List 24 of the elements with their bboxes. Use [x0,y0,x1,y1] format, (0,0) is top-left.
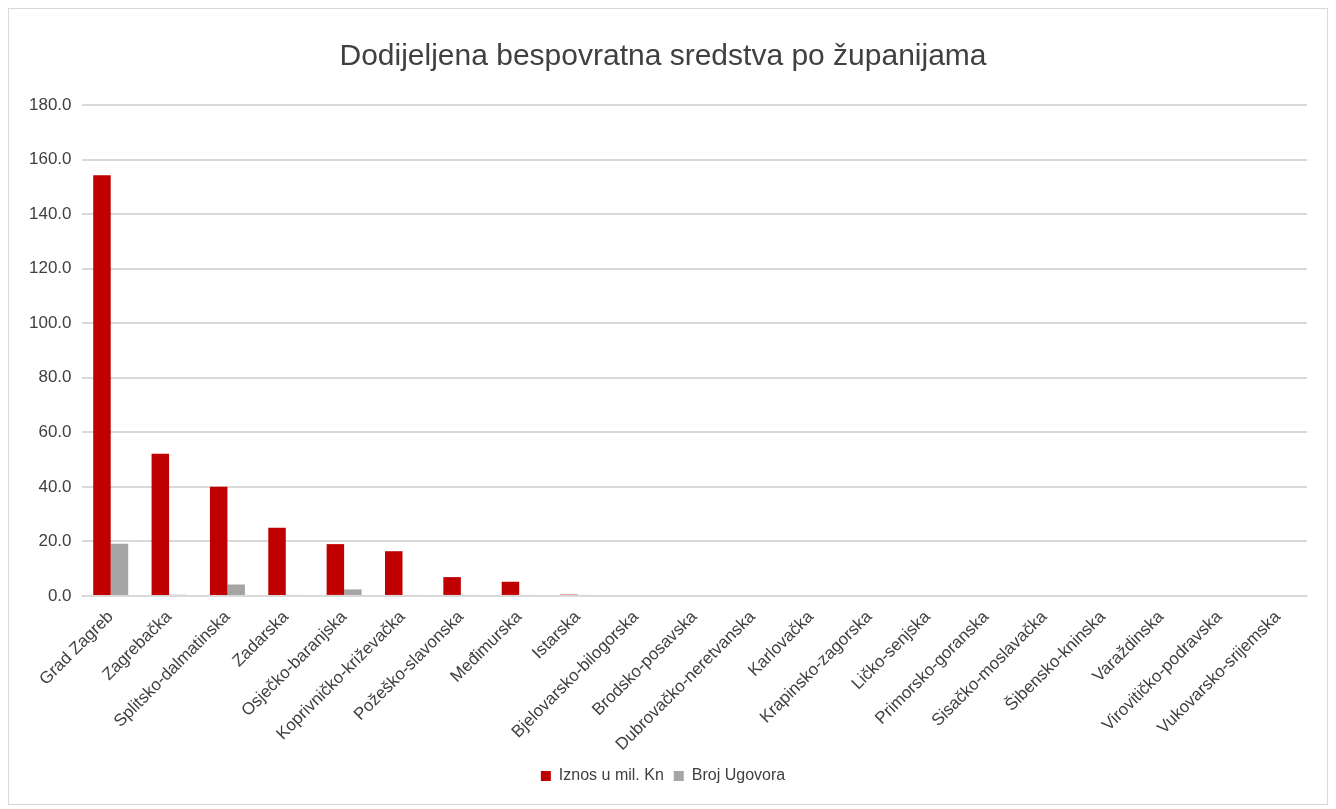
bar [443,577,461,595]
legend-label: Iznos u mil. Kn [558,766,664,784]
bar [93,175,111,595]
bar [209,486,228,595]
y-tick-label: 80.0 [38,367,72,387]
legend-label: Broj Ugovora [691,766,786,784]
y-tick-label: 20.0 [38,531,72,551]
y-tick-label: 120.0 [28,258,72,278]
y-tick-label: 160.0 [28,149,72,169]
bar [344,589,362,595]
chart-title: Dodijeljena bespovratna sredstva po županijama [339,38,987,72]
bar [501,581,520,595]
y-tick-label: 0.0 [47,585,72,605]
y-tick-label: 180.0 [28,94,72,114]
y-tick-label: 40.0 [38,476,72,496]
bar [268,527,286,595]
bar [326,544,345,595]
bar [227,584,245,595]
y-tick-label: 140.0 [28,203,72,223]
bar [384,551,403,595]
bar [110,543,129,595]
bar [151,453,170,595]
y-tick-label: 100.0 [28,312,72,332]
y-tick-label: 60.0 [38,421,72,441]
